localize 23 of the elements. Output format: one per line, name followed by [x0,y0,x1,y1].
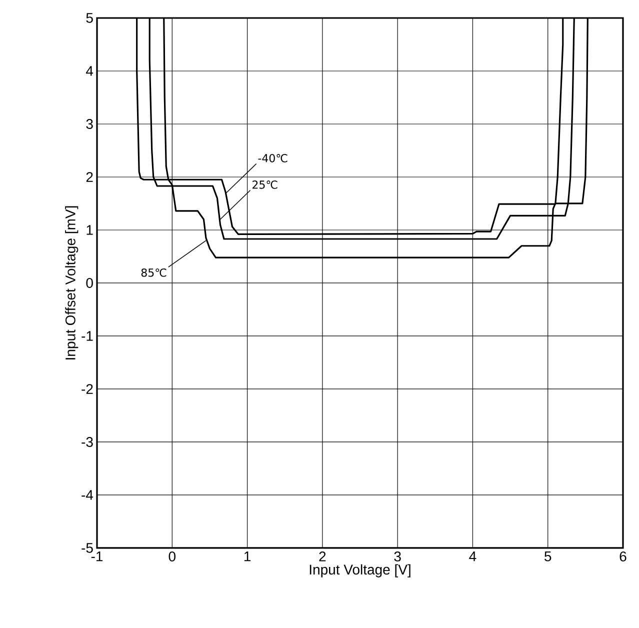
x-axis-title: Input Voltage [V] [310,564,410,578]
y-tick-label: -5 [82,543,93,553]
y-tick-label: -4 [82,490,94,500]
y-tick-label: -1 [82,331,93,341]
y-tick-label: -2 [82,384,93,394]
annotation: -40℃ [258,154,288,162]
y-tick-label: 3 [86,119,93,129]
x-tick-label: 3 [394,552,401,562]
y-tick-label: 4 [86,66,94,76]
y-tick-label: 2 [86,172,93,182]
x-tick-label: 0 [168,552,176,562]
y-axis-title: Input Offset Voltage [mV] [65,206,78,360]
x-tick-label: 1 [244,552,250,562]
x-tick-label: 6 [620,552,626,562]
y-tick-label: 1 [86,225,93,235]
x-tick-label: 4 [469,552,476,562]
y-tick-label: 5 [86,13,93,23]
y-tick-label: 0 [86,278,93,288]
y-tick-label: -3 [82,437,93,447]
annotation: 25℃ [252,180,278,189]
x-tick-label: 2 [319,552,326,562]
x-tick-label: 5 [544,552,552,562]
annotation: 85℃ [141,268,166,277]
